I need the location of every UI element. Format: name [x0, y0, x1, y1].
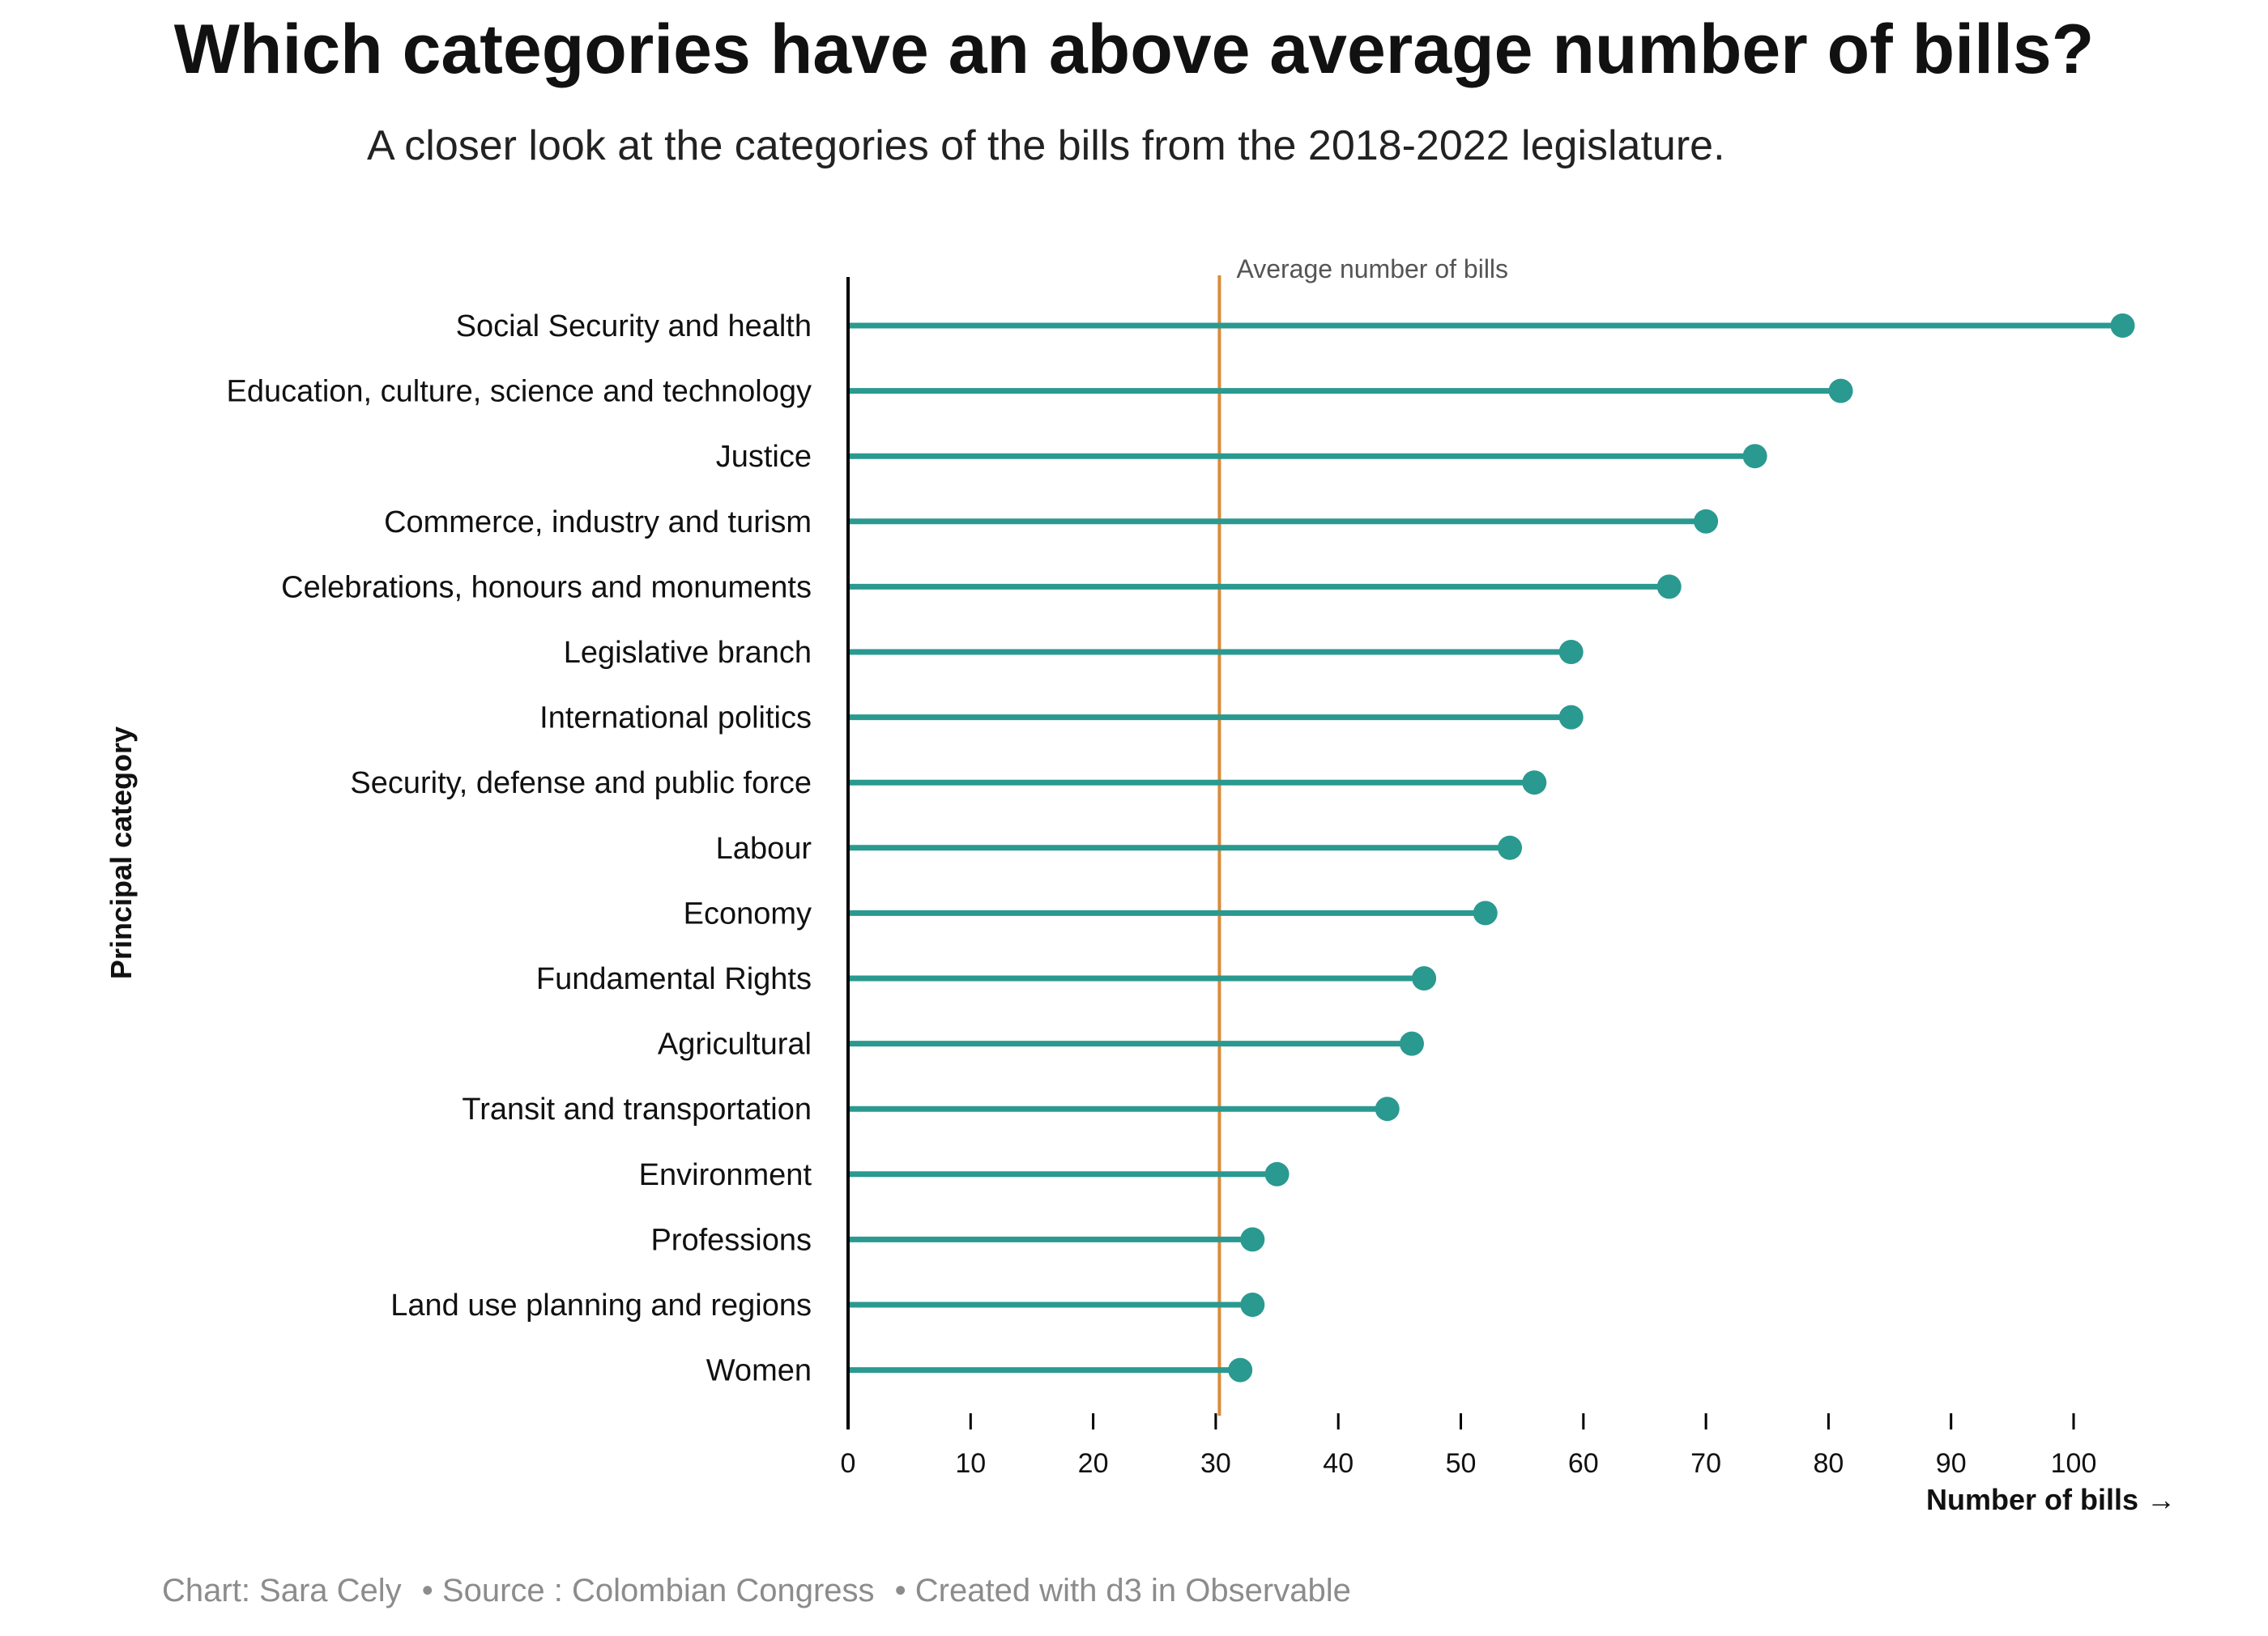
footer-tool: • Created with d3 in Observable: [894, 1573, 1351, 1608]
x-tick-label: 50: [1446, 1448, 1477, 1479]
lollipop-dot: [1240, 1293, 1265, 1317]
category-labels: Social Security and health Education, cul…: [227, 309, 812, 1388]
x-axis-title: Number of bills →: [1926, 1483, 2176, 1516]
footer-chart-credit: Chart: Sara Cely: [162, 1573, 402, 1608]
lollipop-dot: [1742, 444, 1767, 469]
lollipop-dot: [1240, 1227, 1265, 1252]
category-label: Transit and transportation: [462, 1093, 812, 1127]
category-label: Fundamental Rights: [536, 962, 812, 996]
lollipop-dot: [1522, 770, 1547, 795]
x-tick-label: 0: [841, 1448, 856, 1479]
category-label: Social Security and health: [456, 309, 812, 343]
category-label: Justice: [716, 440, 812, 474]
footer-source: • Source : Colombian Congress: [421, 1573, 875, 1608]
x-tick-label: 80: [1813, 1448, 1844, 1479]
category-label: Women: [706, 1354, 812, 1388]
lollipop-dot: [2110, 313, 2135, 338]
lollipop-dot: [1656, 574, 1682, 599]
lollipop-stems: [848, 322, 2123, 1374]
lollipop-dot: [1498, 835, 1523, 860]
category-label: Commerce, industry and turism: [384, 505, 812, 539]
x-tick-label: 100: [2051, 1448, 2097, 1479]
lollipop-dot: [1412, 966, 1437, 991]
category-label: Environment: [639, 1158, 812, 1192]
x-tick-label: 90: [1936, 1448, 1967, 1479]
category-label: International politics: [539, 701, 812, 735]
y-axis-title: Principal category: [104, 726, 138, 979]
category-label: Labour: [716, 832, 812, 866]
lollipop-dot: [1228, 1357, 1253, 1383]
lollipop-dot: [1264, 1161, 1290, 1187]
lollipop-dot: [1473, 901, 1498, 926]
category-label: Agricultural: [658, 1028, 812, 1062]
chart-subtitle: A closer look at the categories of the b…: [367, 122, 1725, 169]
lollipop-dot: [1375, 1097, 1400, 1122]
x-tick-label: 30: [1200, 1448, 1231, 1479]
lollipop-dots: [1228, 313, 2135, 1383]
x-tick-label: 70: [1690, 1448, 1721, 1479]
x-tick-label: 40: [1323, 1448, 1354, 1479]
category-label: Legislative branch: [564, 636, 812, 670]
lollipop-dot: [1558, 705, 1584, 730]
average-label: Average number of bills: [1236, 254, 1508, 283]
category-label: Professions: [650, 1223, 812, 1257]
lollipop-dot: [1558, 640, 1584, 664]
category-label: Security, defense and public force: [350, 766, 812, 800]
x-tick-label: 60: [1568, 1448, 1599, 1479]
category-label: Land use planning and regions: [390, 1289, 812, 1323]
footer: Chart: Sara Cely • Source : Colombian Co…: [162, 1573, 1362, 1609]
chart-title: Which categories have an above average n…: [173, 11, 2095, 88]
lollipop-dot: [1694, 509, 1719, 534]
x-ticks: 0 10 20 30 40 50 60 70 80 90 100: [841, 1413, 2097, 1479]
x-tick-label: 10: [955, 1448, 986, 1479]
category-label: Economy: [684, 897, 812, 931]
category-label: Celebrations, honours and monuments: [281, 570, 812, 604]
lollipop-dot: [1828, 378, 1853, 403]
lollipop-dot: [1399, 1031, 1424, 1056]
x-tick-label: 20: [1078, 1448, 1109, 1479]
category-label: Education, culture, science and technolo…: [227, 375, 812, 409]
